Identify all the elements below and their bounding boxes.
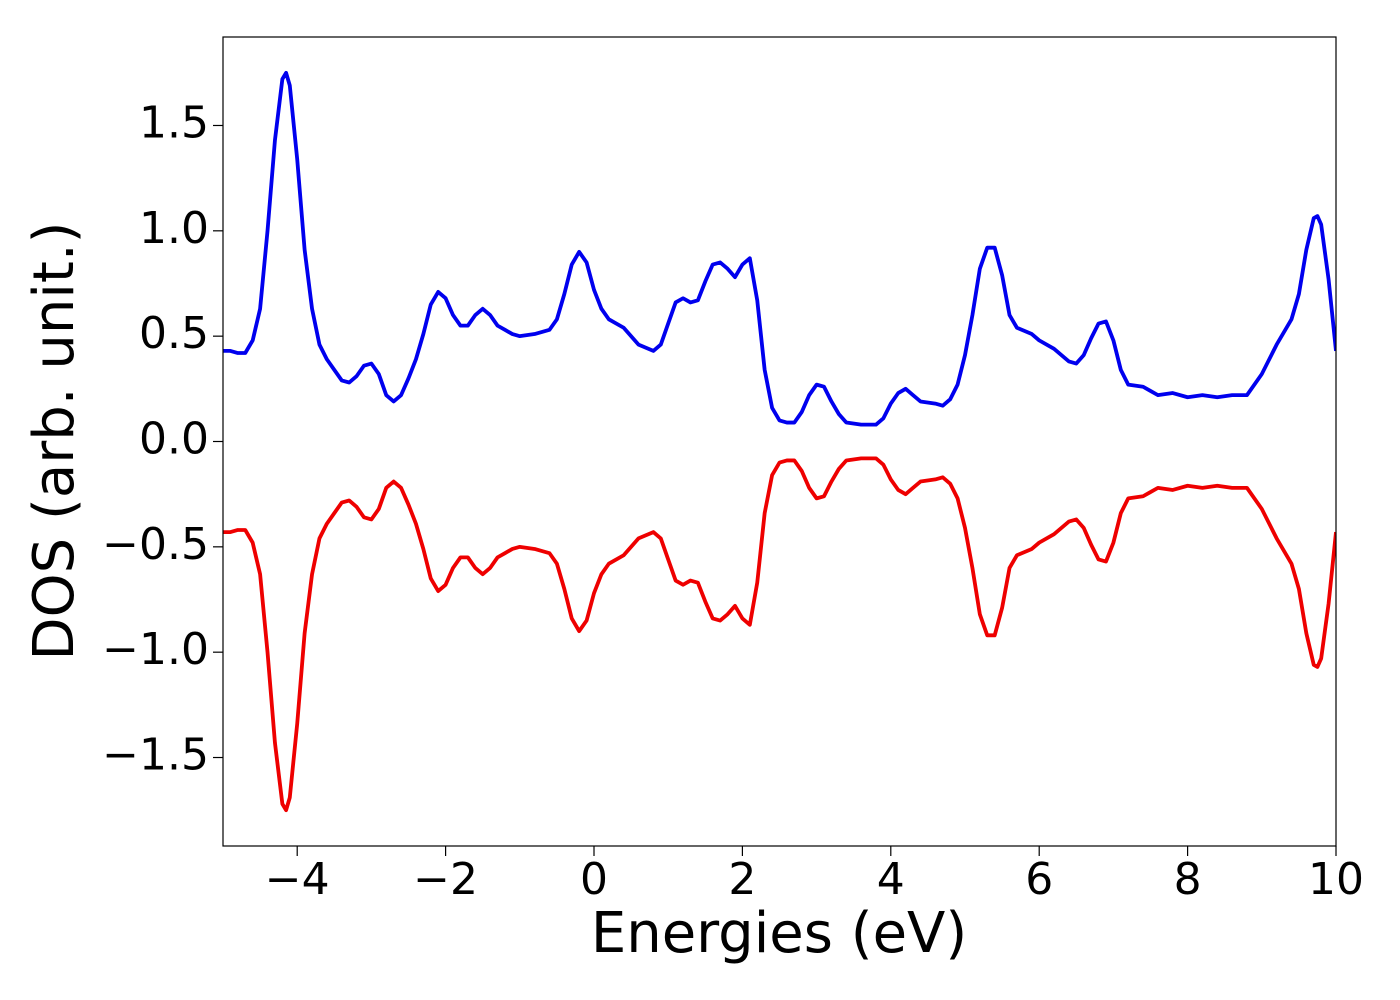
y-tick-label: 1.5	[139, 97, 209, 148]
dos-line	[223, 70, 1336, 427]
y-tick-label: 1.0	[139, 203, 209, 254]
plot-lines	[223, 70, 1336, 813]
x-axis-label: Energies (eV)	[591, 901, 967, 966]
y-tick-label: −1.0	[102, 624, 209, 675]
x-tick-label: −4	[265, 854, 330, 905]
x-tick-label: 2	[728, 854, 756, 905]
x-tick-label: −2	[413, 854, 478, 905]
x-tick-label: 8	[1174, 854, 1202, 905]
dos-line	[223, 456, 1336, 813]
y-axis-label: DOS (arb. unit.)	[22, 221, 87, 660]
y-tick-label: 0.0	[139, 414, 209, 465]
y-tick-label: −0.5	[102, 519, 209, 570]
y-tick-label: −1.5	[102, 730, 209, 781]
x-tick-label: 0	[580, 854, 608, 905]
x-tick-label: 4	[877, 854, 905, 905]
x-tick-label: 10	[1308, 854, 1364, 905]
y-tick-label: 0.5	[139, 308, 209, 359]
x-tick-label: 6	[1025, 854, 1053, 905]
